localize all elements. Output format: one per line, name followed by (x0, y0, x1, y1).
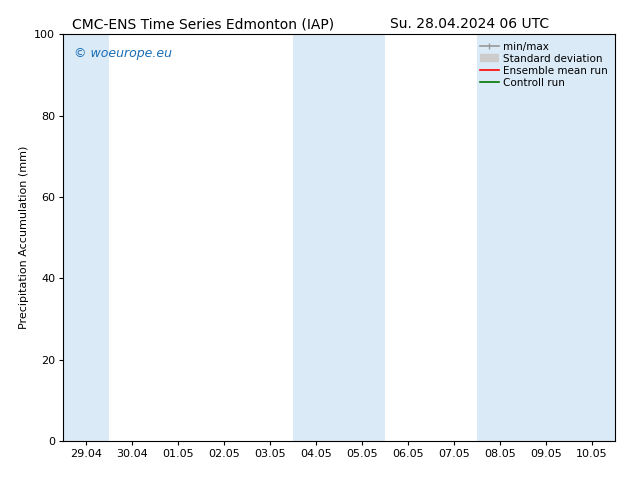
Bar (63, 34, 110, 441)
Text: © woeurope.eu: © woeurope.eu (74, 47, 172, 59)
Bar (477, 34, 615, 441)
Text: CMC-ENS Time Series Edmonton (IAP): CMC-ENS Time Series Edmonton (IAP) (72, 17, 334, 31)
Bar (293, 34, 385, 441)
Y-axis label: Precipitation Accumulation (mm): Precipitation Accumulation (mm) (18, 146, 29, 329)
Legend: min/max, Standard deviation, Ensemble mean run, Controll run: min/max, Standard deviation, Ensemble me… (478, 40, 610, 90)
Text: Su. 28.04.2024 06 UTC: Su. 28.04.2024 06 UTC (390, 17, 548, 31)
